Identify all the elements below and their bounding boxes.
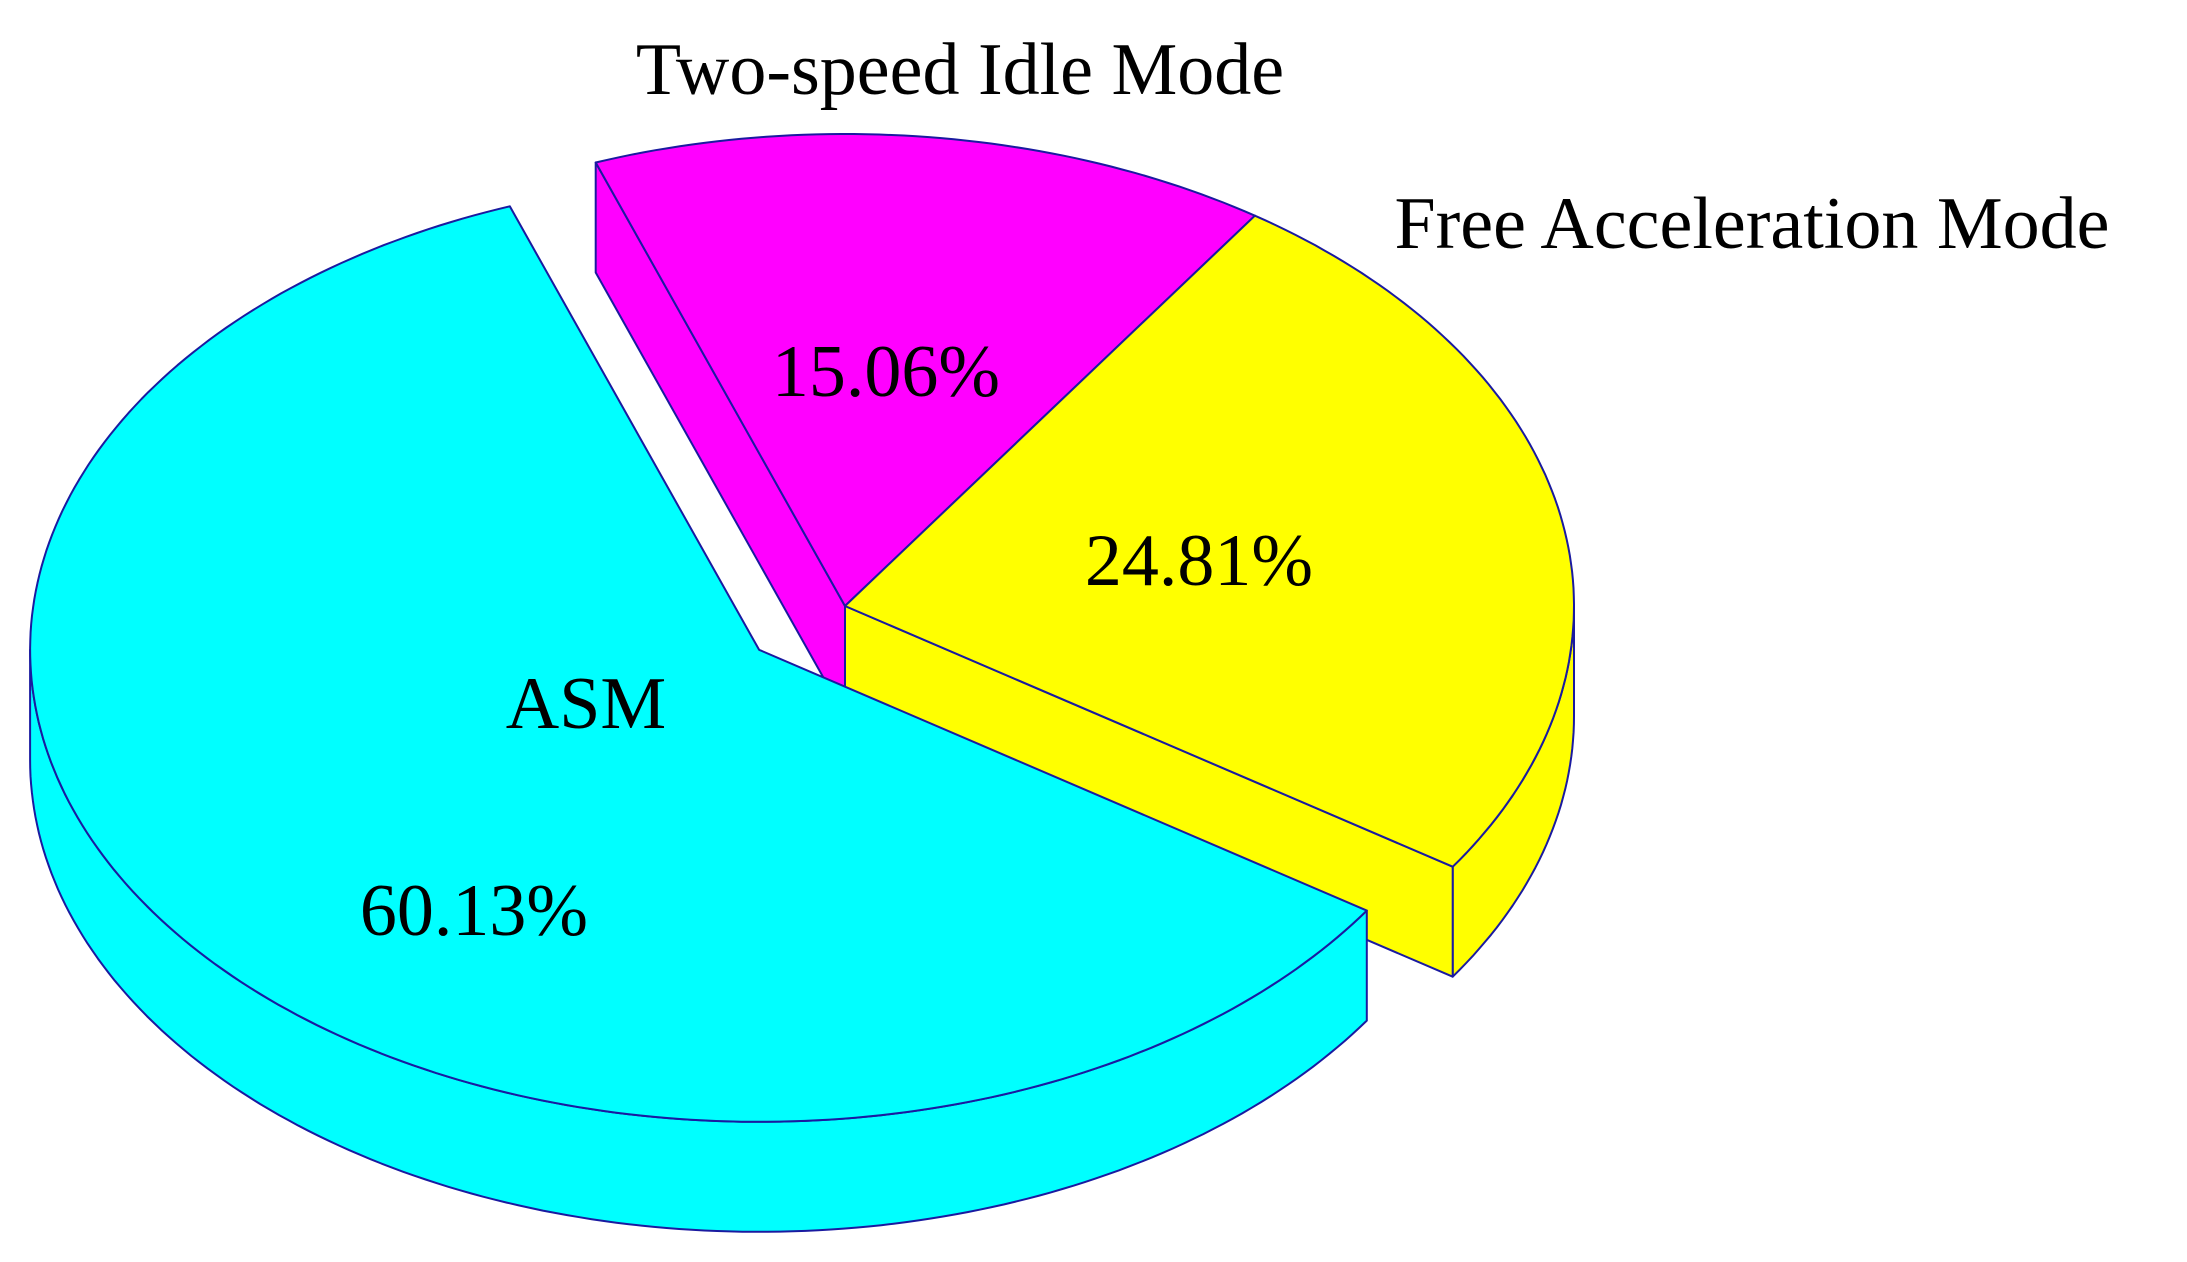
slice-label: Free Acceleration Mode: [1394, 183, 2109, 265]
value-label: 60.13%: [360, 870, 588, 952]
pie-slice: [594, 133, 1256, 607]
value-label: 15.06%: [772, 331, 1000, 413]
slice-label: Two-speed Idle Mode: [636, 29, 1284, 111]
slice-label: ASM: [506, 663, 666, 745]
pie-slice: [29, 205, 1368, 1123]
pie-slice: [844, 214, 1575, 868]
value-label: 24.81%: [1085, 520, 1313, 602]
